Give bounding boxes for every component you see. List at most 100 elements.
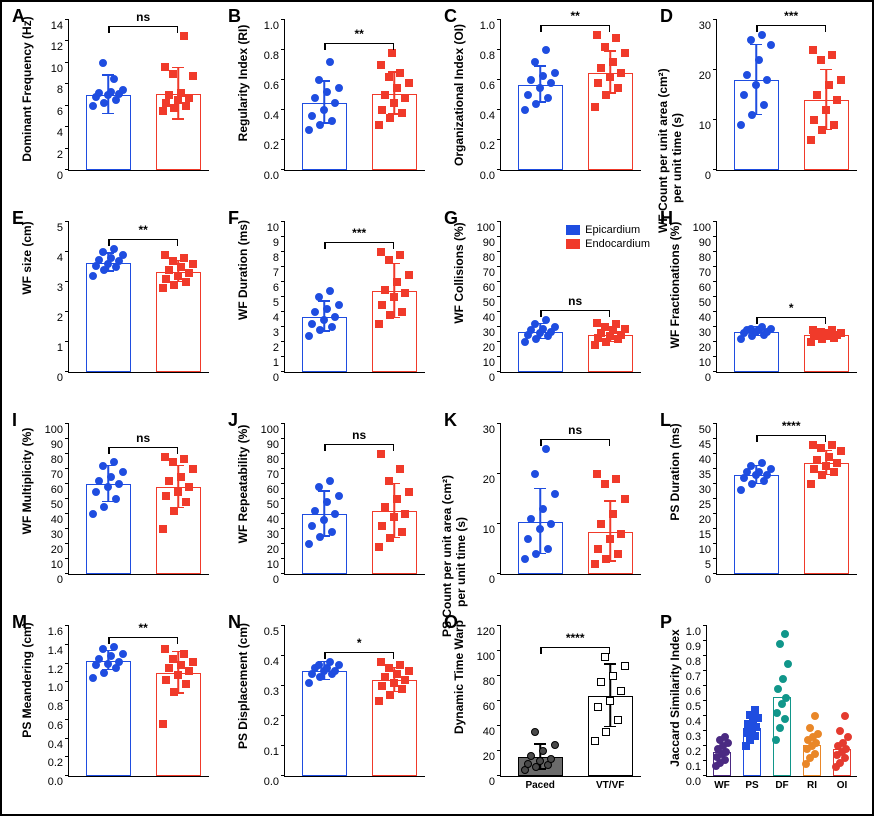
y-tick-label: 0.1 xyxy=(686,761,707,773)
y-tick-label: 10 xyxy=(483,357,501,369)
data-point xyxy=(159,525,167,533)
data-point xyxy=(159,284,167,292)
data-point xyxy=(597,678,605,686)
y-tick-mark xyxy=(713,251,717,252)
data-point xyxy=(326,58,334,66)
x-tick-label: WF xyxy=(714,776,730,791)
data-point xyxy=(377,248,385,256)
y-tick-mark xyxy=(713,69,717,70)
y-tick-mark xyxy=(713,281,717,282)
data-point xyxy=(335,301,343,309)
y-tick-label: 0.4 xyxy=(686,716,707,728)
data-point xyxy=(308,320,316,328)
y-tick-mark xyxy=(281,745,285,746)
data-point xyxy=(381,286,389,294)
data-point xyxy=(810,465,818,473)
y-tick-mark xyxy=(497,625,501,626)
data-point xyxy=(180,32,188,40)
data-point xyxy=(755,56,763,64)
data-point xyxy=(169,70,177,78)
y-tick-mark xyxy=(65,625,69,626)
data-point xyxy=(378,106,386,114)
data-point xyxy=(95,655,103,663)
data-point xyxy=(182,680,190,688)
data-point xyxy=(609,672,617,680)
panel-K: K0102030nsPS Count per unit area (cm²)pe… xyxy=(438,408,654,610)
data-point xyxy=(180,254,188,262)
plot-area: 0102030405060708090100ns xyxy=(284,424,425,575)
data-point xyxy=(539,505,547,513)
y-tick-mark xyxy=(497,221,501,222)
data-point xyxy=(182,278,190,286)
data-point xyxy=(305,540,313,548)
y-tick-label: 0.0 xyxy=(686,776,707,788)
y-tick-mark xyxy=(713,236,717,237)
data-point xyxy=(721,733,729,741)
y-tick-label: 5 xyxy=(705,559,717,571)
data-point xyxy=(385,664,393,672)
data-point xyxy=(331,510,339,518)
data-point xyxy=(752,81,760,89)
data-point xyxy=(177,661,185,669)
data-point xyxy=(751,706,759,714)
data-point xyxy=(536,84,544,92)
y-tick-label: 40 xyxy=(699,454,717,466)
data-point xyxy=(614,716,622,724)
y-tick-label: 0 xyxy=(273,372,285,384)
data-point xyxy=(542,46,550,54)
data-point xyxy=(169,655,177,663)
y-tick-label: 60 xyxy=(267,484,285,496)
data-point xyxy=(182,102,190,110)
data-point xyxy=(390,679,398,687)
data-point xyxy=(809,326,817,334)
data-point xyxy=(393,278,401,286)
data-point xyxy=(747,36,755,44)
y-tick-mark xyxy=(65,148,69,149)
significance-text: **** xyxy=(782,419,801,433)
data-point xyxy=(92,488,100,496)
y-tick-mark xyxy=(713,573,717,574)
y-axis-label: PS Duration (ms) xyxy=(668,397,682,547)
y-tick-mark xyxy=(65,738,69,739)
data-point xyxy=(110,458,118,466)
y-tick-mark xyxy=(713,528,717,529)
y-tick-mark xyxy=(281,513,285,514)
y-tick-mark xyxy=(281,371,285,372)
y-tick-mark xyxy=(497,236,501,237)
legend-label: Endocardium xyxy=(585,238,650,250)
y-tick-mark xyxy=(497,675,501,676)
data-point xyxy=(401,510,409,518)
y-tick-mark xyxy=(65,498,69,499)
y-tick-label: 4 xyxy=(273,312,285,324)
data-point xyxy=(767,465,775,473)
data-point xyxy=(305,332,313,340)
data-point xyxy=(162,676,170,684)
data-point xyxy=(100,503,108,511)
data-point xyxy=(110,643,118,651)
panel-A: A02468101214nsDominant Frequency (Hz) xyxy=(6,4,222,206)
data-point xyxy=(115,658,123,666)
y-tick-mark xyxy=(65,126,69,127)
y-tick-mark xyxy=(65,221,69,222)
y-tick-label: 70 xyxy=(267,469,285,481)
significance-bracket xyxy=(540,647,610,648)
data-point xyxy=(99,248,107,256)
legend-item: Epicardium xyxy=(566,224,650,236)
data-point xyxy=(614,550,622,558)
y-tick-mark xyxy=(65,453,69,454)
y-tick-label: 1.0 xyxy=(48,682,69,694)
data-point xyxy=(830,121,838,129)
data-point xyxy=(320,316,328,324)
y-tick-mark xyxy=(65,169,69,170)
data-point xyxy=(524,760,532,768)
data-point xyxy=(174,488,182,496)
y-tick-mark xyxy=(497,473,501,474)
y-tick-mark xyxy=(281,311,285,312)
legend: Epicardium Endocardium xyxy=(566,224,650,252)
significance-bracket xyxy=(108,26,178,27)
data-point xyxy=(606,697,614,705)
significance-bracket xyxy=(324,444,394,445)
data-point xyxy=(328,117,336,125)
data-point xyxy=(527,515,535,523)
x-tick-label: Paced xyxy=(525,776,554,791)
